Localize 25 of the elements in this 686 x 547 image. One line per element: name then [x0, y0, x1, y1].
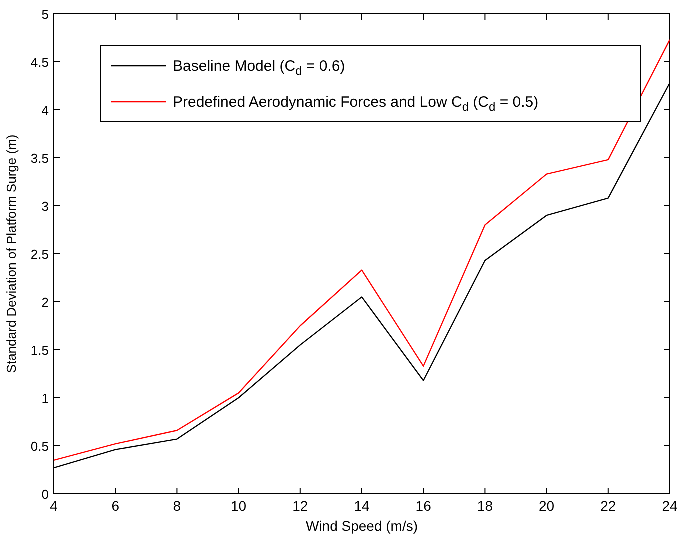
y-tick-label: 1.5 [30, 343, 49, 358]
legend-label: Predefined Aerodynamic Forces and Low C$_{d}$ (C$_{d}$ = 0.5) [173, 94, 539, 114]
y-tick-label: 1 [42, 391, 49, 406]
x-tick-label: 16 [416, 498, 432, 514]
y-tick-label: 3.5 [30, 151, 49, 166]
y-tick-label: 4 [42, 103, 49, 118]
x-tick-label: 6 [112, 498, 120, 514]
x-tick-label: 12 [292, 498, 308, 514]
y-axis-title: Standard Deviation of Platform Surge (m) [4, 134, 19, 374]
x-axis-title: Wind Speed (m/s) [306, 518, 418, 534]
x-tick-label: 14 [354, 498, 370, 514]
y-tick-label: 3 [42, 199, 49, 214]
y-tick-label: 0.5 [30, 439, 49, 454]
y-tick-label: 0 [42, 487, 49, 502]
x-tick-label: 18 [477, 498, 494, 514]
x-tick-label: 20 [539, 498, 555, 514]
y-tick-label: 4.5 [30, 55, 49, 70]
y-tick-label: 5 [42, 7, 49, 22]
legend-label: Baseline Model (C$_{d}$ = 0.6) [173, 58, 346, 78]
x-tick-label: 24 [662, 498, 678, 514]
y-tick-label: 2 [42, 295, 49, 310]
y-tick-label: 2.5 [30, 247, 49, 262]
x-tick-label: 10 [231, 498, 247, 514]
x-tick-label: 8 [173, 498, 182, 514]
x-tick-label: 22 [600, 498, 616, 514]
